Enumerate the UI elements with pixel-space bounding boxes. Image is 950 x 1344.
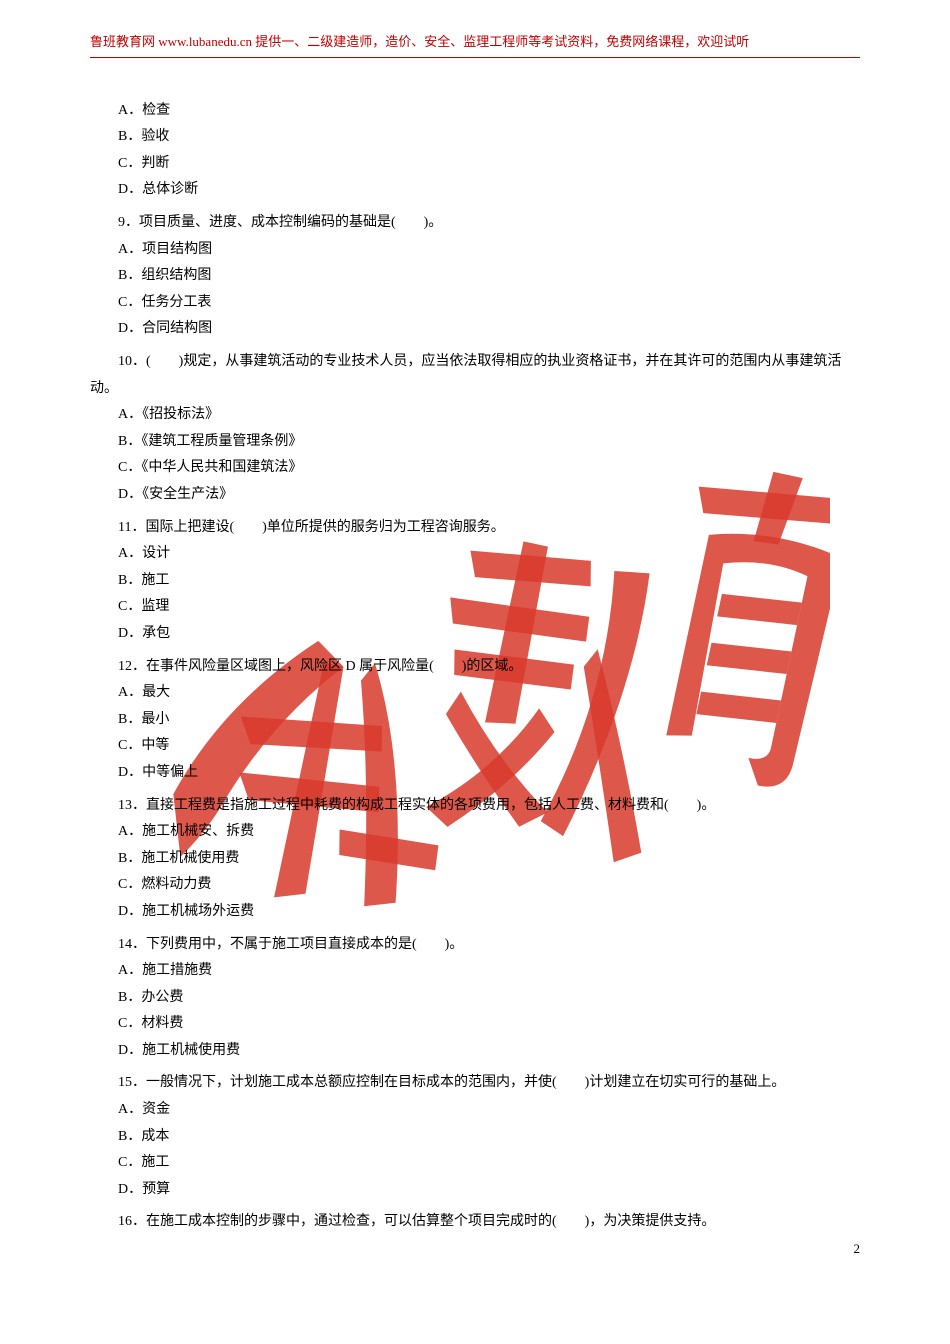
q10-option-c: C．《中华人民共和国建筑法》 — [90, 455, 860, 482]
q13-stem: 13．直接工程费是指施工过程中耗费的构成工程实体的各项费用，包括人工费、材料费和… — [90, 793, 860, 820]
q9-option-a: A．项目结构图 — [90, 237, 860, 264]
q12-option-d: D．中等偏上 — [90, 760, 860, 787]
q10-stem: 10．( )规定，从事建筑活动的专业技术人员，应当依法取得相应的执业资格证书，并… — [90, 349, 860, 402]
q8-option-a: A．检查 — [90, 98, 860, 125]
q14-option-a: A．施工措施费 — [90, 958, 860, 985]
q12-stem: 12．在事件风险量区域图上，风险区 D 属于风险量( )的区域。 — [90, 654, 860, 681]
q16-stem: 16．在施工成本控制的步骤中，通过检查，可以估算整个项目完成时的( )，为决策提… — [90, 1209, 860, 1236]
q10-option-a: A．《招投标法》 — [90, 402, 860, 429]
q11-option-b: B．施工 — [90, 568, 860, 595]
q14-option-b: B．办公费 — [90, 985, 860, 1012]
q9-option-c: C．任务分工表 — [90, 290, 860, 317]
q14-option-c: C．材料费 — [90, 1011, 860, 1038]
q13-option-d: D．施工机械场外运费 — [90, 899, 860, 926]
q11-stem: 11．国际上把建设( )单位所提供的服务归为工程咨询服务。 — [90, 515, 860, 542]
q15-option-b: B．成本 — [90, 1124, 860, 1151]
q15-stem: 15．一般情况下，计划施工成本总额应控制在目标成本的范围内，并使( )计划建立在… — [90, 1070, 860, 1097]
q8-option-d: D．总体诊断 — [90, 177, 860, 204]
q9-stem: 9．项目质量、进度、成本控制编码的基础是( )。 — [90, 210, 860, 237]
q15-option-a: A．资金 — [90, 1097, 860, 1124]
page-number: 2 — [854, 1237, 861, 1262]
q8-option-c: C．判断 — [90, 151, 860, 178]
q14-stem: 14．下列费用中，不属于施工项目直接成本的是( )。 — [90, 932, 860, 959]
q12-option-a: A．最大 — [90, 680, 860, 707]
q12-option-b: B．最小 — [90, 707, 860, 734]
q10-option-d: D．《安全生产法》 — [90, 482, 860, 509]
q9-option-b: B．组织结构图 — [90, 263, 860, 290]
page-header: 鲁班教育网 www.lubanedu.cn 提供一、二级建造师，造价、安全、监理… — [90, 30, 860, 58]
q13-option-c: C．燃料动力费 — [90, 872, 860, 899]
q14-option-d: D．施工机械使用费 — [90, 1038, 860, 1065]
q10-option-b: B．《建筑工程质量管理条例》 — [90, 429, 860, 456]
q15-option-c: C．施工 — [90, 1150, 860, 1177]
q8-option-b: B．验收 — [90, 124, 860, 151]
q11-option-c: C．监理 — [90, 594, 860, 621]
q13-option-a: A．施工机械安、拆费 — [90, 819, 860, 846]
q9-option-d: D．合同结构图 — [90, 316, 860, 343]
q13-option-b: B．施工机械使用费 — [90, 846, 860, 873]
q11-option-a: A．设计 — [90, 541, 860, 568]
q15-option-d: D．预算 — [90, 1177, 860, 1204]
q11-option-d: D．承包 — [90, 621, 860, 648]
q12-option-c: C．中等 — [90, 733, 860, 760]
